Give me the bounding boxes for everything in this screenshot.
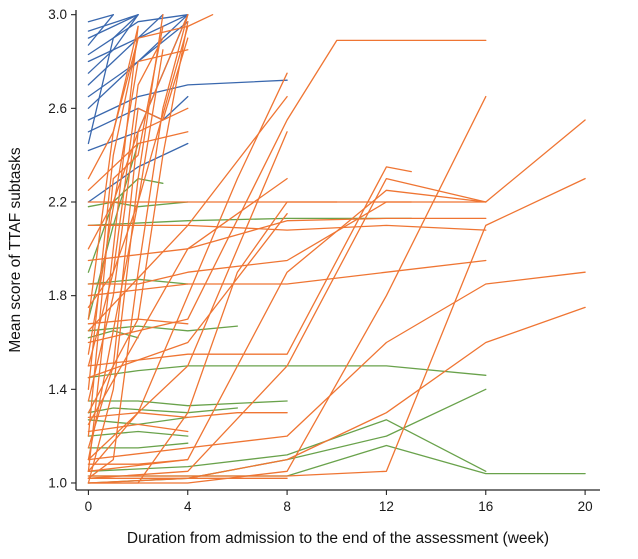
trajectory-line-green [87, 419, 487, 472]
trajectory-line-orange [87, 14, 214, 461]
trajectory-line-orange [87, 271, 586, 461]
y-tick-label: 2.6 [48, 101, 67, 116]
trajectory-line-orange [87, 131, 189, 191]
trajectory-line-blue [87, 14, 139, 74]
trajectory-line-orange [87, 25, 189, 180]
trajectory-line-blue [87, 21, 189, 109]
y-tick-label: 1.8 [48, 288, 67, 303]
trajectory-line-blue [87, 14, 139, 32]
trajectory-line-orange [87, 213, 288, 379]
trajectory-line-orange [87, 201, 338, 484]
trajectory-line-orange [87, 201, 487, 285]
x-tick-label: 4 [184, 499, 192, 514]
trajectory-line-orange [87, 14, 189, 479]
trajectory-line-orange [87, 458, 189, 465]
y-axis-label: Mean score of TTAF subtasks [7, 147, 24, 353]
trajectory-line-green [87, 278, 189, 285]
trajectory-line-orange [87, 177, 586, 477]
trajectory-line-orange [87, 37, 139, 390]
trajectory-line-orange [87, 14, 189, 449]
y-tick-label: 3.0 [48, 7, 67, 22]
trajectory-line-orange [87, 119, 586, 472]
trajectory-line-orange [87, 217, 487, 262]
trajectory-line-green [87, 430, 189, 437]
trajectory-line-orange [87, 49, 189, 355]
x-tick-label: 12 [379, 499, 394, 514]
trajectory-line-orange [87, 318, 189, 325]
y-tick-label: 1.4 [48, 382, 67, 397]
trajectory-line-orange [87, 412, 288, 419]
trajectory-line-orange [87, 95, 487, 484]
trajectory-line-green [87, 325, 239, 332]
trajectory-line-orange [87, 21, 189, 414]
x-tick-label: 20 [578, 499, 593, 514]
trajectory-line-green [87, 407, 239, 414]
trajectory-line-orange [87, 37, 164, 367]
trajectory-line-orange [87, 423, 189, 433]
trajectory-line-orange [87, 259, 487, 297]
trajectory-line-blue [87, 14, 114, 23]
trajectory-line-orange [87, 177, 487, 479]
trajectory-line-green [87, 400, 288, 407]
trajectory-line-orange [87, 177, 288, 426]
trajectory-line-orange [87, 224, 487, 231]
trajectory-line-blue [87, 14, 139, 145]
trajectory-line-orange [87, 131, 288, 461]
trajectory-line-green [87, 444, 586, 477]
trajectory-line-orange [87, 39, 487, 344]
trajectory-line-orange [87, 306, 586, 479]
trajectory-line-orange [87, 477, 288, 484]
trajectory-line-orange [87, 37, 189, 402]
trajectory-line-green [87, 416, 189, 426]
trajectory-line-blue [87, 14, 164, 86]
trajectory-line-orange [87, 166, 412, 367]
trajectory-line-green [87, 177, 164, 273]
x-tick-label: 0 [85, 499, 93, 514]
trajectory-line-blue [87, 79, 288, 121]
x-tick-label: 8 [283, 499, 291, 514]
y-tick-label: 2.2 [48, 195, 67, 210]
trajectory-line-blue [87, 14, 114, 46]
trajectory-line-orange [87, 25, 139, 472]
x-tick-label: 16 [478, 499, 493, 514]
y-tick-label: 1.0 [48, 475, 67, 490]
x-axis-label: Duration from admission to the end of th… [127, 530, 549, 547]
trajectory-line-orange [87, 72, 288, 472]
trajectory-line-green [87, 442, 189, 449]
